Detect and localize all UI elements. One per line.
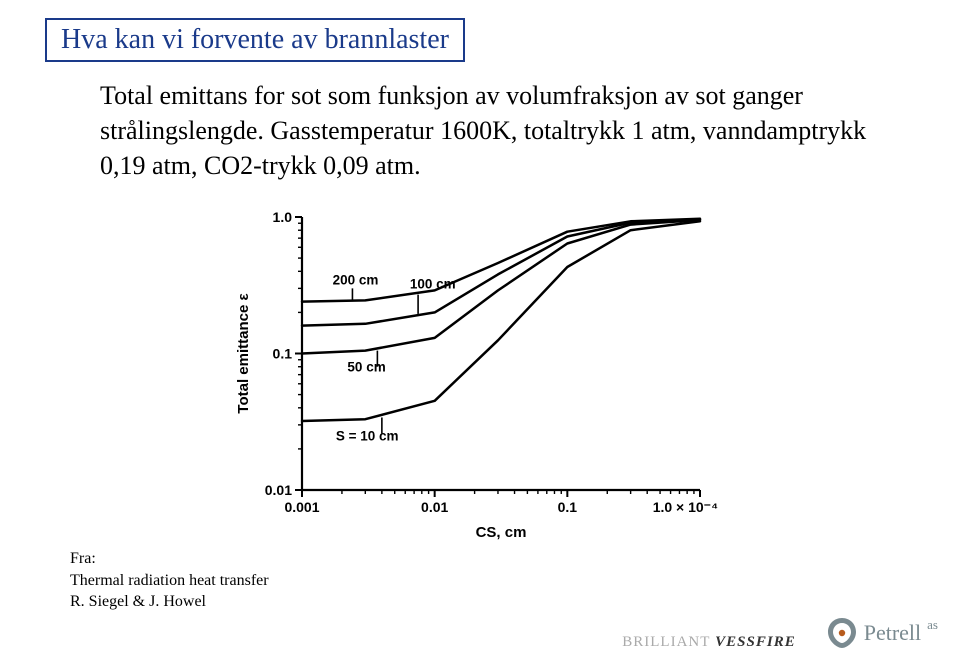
page-title: Hva kan vi forvente av brannlaster [61,24,449,55]
footer-logos: BRILLIANT VESSFIRE Petrell as [622,615,938,651]
petrell-mark-icon [824,615,860,651]
svg-text:100 cm: 100 cm [410,276,456,291]
petrell-word: Petrell [864,620,921,646]
svg-text:200 cm: 200 cm [333,273,379,288]
svg-text:0.1: 0.1 [558,499,578,515]
svg-text:0.1: 0.1 [273,346,293,362]
petrell-logo: Petrell as [824,615,938,651]
citation-block: Fra: Thermal radiation heat transfer R. … [70,548,269,613]
svg-text:1.0: 1.0 [273,209,293,225]
emittance-chart: 0.010.11.00.0010.010.11.0 × 10⁻⁴CS, cmTo… [230,205,720,545]
svg-text:0.01: 0.01 [421,499,448,515]
caption-text: Total emittans for sot som funksjon av v… [100,78,880,183]
svg-text:CS, cm: CS, cm [476,524,527,541]
brilliant-word: BRILLIANT [622,634,710,650]
svg-text:0.001: 0.001 [284,499,319,515]
citation-line2: Thermal radiation heat transfer [70,570,269,592]
vessfire-logo: BRILLIANT VESSFIRE [622,634,795,651]
petrell-as: as [927,617,938,633]
svg-text:0.01: 0.01 [265,482,292,498]
vessfire-word: VESSFIRE [715,634,796,650]
svg-text:1.0 × 10⁻⁴: 1.0 × 10⁻⁴ [653,499,718,515]
svg-text:S = 10 cm: S = 10 cm [336,429,399,444]
svg-text:50 cm: 50 cm [347,359,385,374]
citation-line1: Fra: [70,548,269,570]
page-title-box: Hva kan vi forvente av brannlaster [45,18,465,62]
svg-text:Total emittance ε: Total emittance ε [235,293,252,413]
citation-line3: R. Siegel & J. Howel [70,591,269,613]
